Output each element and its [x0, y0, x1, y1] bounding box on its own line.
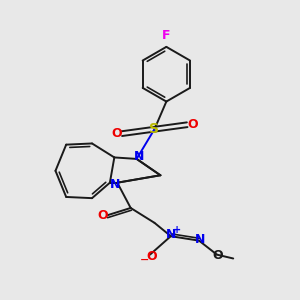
Text: O: O — [97, 209, 108, 222]
Text: O: O — [187, 118, 198, 131]
Text: F: F — [162, 28, 171, 41]
Text: S: S — [149, 122, 160, 136]
Text: O: O — [212, 249, 223, 262]
Text: O: O — [146, 250, 157, 262]
Text: N: N — [110, 178, 120, 191]
Text: N: N — [134, 150, 144, 163]
Text: −: − — [140, 255, 149, 265]
Text: O: O — [111, 127, 122, 140]
Text: N: N — [166, 228, 176, 241]
Text: N: N — [195, 233, 206, 246]
Text: +: + — [173, 225, 181, 235]
